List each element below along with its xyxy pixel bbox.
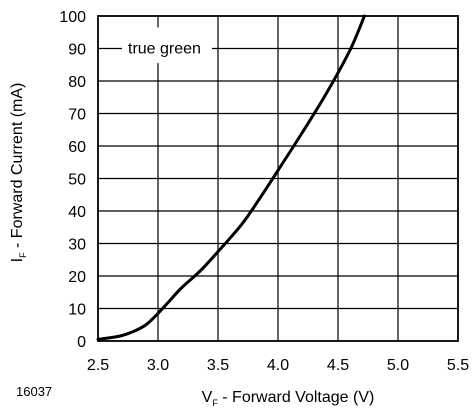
y-tick-label: 90	[68, 42, 86, 59]
annotation-background	[122, 27, 212, 64]
y-axis-label-sub: F	[18, 252, 28, 258]
x-tick-label: 3.0	[147, 357, 169, 374]
y-tick-label: 60	[68, 139, 86, 156]
annotation-text: true green	[128, 40, 201, 57]
y-tick-label: 100	[59, 9, 86, 26]
y-axis-label-main: I	[9, 258, 26, 262]
y-tick-label: 0	[77, 334, 86, 351]
y-axis-label: IF - Forward Current (mA)	[9, 83, 28, 263]
plot-frame	[97, 15, 459, 342]
y-tick-label: 50	[68, 172, 86, 189]
x-tick-label: 4.5	[327, 357, 349, 374]
x-axis-label: VF - Forward Voltage (V)	[202, 389, 375, 408]
x-tick-label: 4.0	[267, 357, 289, 374]
x-tick-label: 5.5	[447, 357, 469, 374]
x-axis-label-sub: F	[212, 398, 218, 408]
y-tick-label: 70	[68, 107, 86, 124]
figure-id: 16037	[16, 384, 53, 399]
y-tick-label: 80	[68, 74, 86, 91]
y-tick-label: 20	[68, 269, 86, 286]
y-tick-label: 10	[68, 302, 86, 319]
x-tick-label: 3.5	[207, 357, 229, 374]
y-tick-label: 40	[68, 204, 86, 221]
y-axis-ticks: 0 10 20 30 40 50 60 70 80 90 100	[59, 9, 86, 351]
x-axis-ticks: 2.5 3.0 3.5 4.0 4.5 5.0 5.5	[87, 357, 469, 374]
grid	[98, 16, 458, 341]
series-line-0	[96, 14, 366, 341]
annotation-group: true green	[122, 27, 212, 64]
y-axis-label-rest: - Forward Current (mA)	[9, 83, 26, 253]
x-axis-label-rest: - Forward Voltage (V)	[218, 389, 375, 406]
x-tick-label: 5.0	[387, 357, 409, 374]
x-axis-label-main: V	[202, 389, 213, 406]
y-tick-label: 30	[68, 237, 86, 254]
x-tick-label: 2.5	[87, 357, 109, 374]
